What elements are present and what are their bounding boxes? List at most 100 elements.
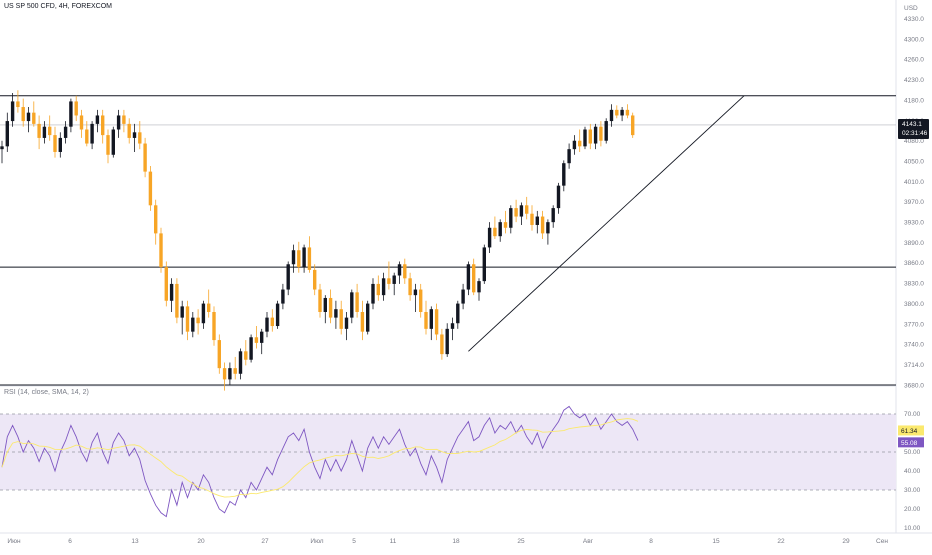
- candle-body: [0, 146, 4, 150]
- candle-body: [440, 334, 444, 355]
- candle-body: [525, 205, 529, 214]
- candle-body: [355, 292, 359, 312]
- candle-body: [556, 185, 561, 209]
- candle-body: [175, 283, 179, 318]
- candle-body: [466, 264, 471, 290]
- rsi-ma-value-tag: [898, 437, 924, 448]
- rsi-axis-tick: 70.00: [904, 411, 921, 418]
- time-axis-tick: Июн: [7, 538, 21, 545]
- candle-body: [101, 115, 105, 136]
- candle-body: [116, 115, 121, 130]
- candle-body: [615, 109, 619, 116]
- candle-body: [461, 289, 465, 304]
- candle-body: [233, 368, 237, 374]
- candle-body: [159, 233, 163, 268]
- rsi-line: [1, 405, 639, 518]
- candle-body: [609, 109, 614, 122]
- time-axis-tick: 6: [68, 538, 72, 545]
- candle-body: [323, 297, 327, 312]
- time-axis-tick: 15: [712, 538, 720, 545]
- candle-body: [138, 132, 142, 144]
- time-axis-tick: 20: [197, 538, 205, 545]
- candle-body: [328, 297, 333, 318]
- candle-body: [583, 129, 587, 147]
- candle-body: [143, 143, 147, 172]
- candle-body: [509, 208, 513, 228]
- time-axis-tick: 13: [131, 538, 139, 545]
- candle-body: [408, 278, 412, 296]
- candle-body: [413, 289, 418, 296]
- price-axis-tick: 4180.0: [904, 97, 924, 104]
- candle-body: [63, 126, 68, 138]
- candle-body: [148, 171, 153, 206]
- candle-body: [381, 278, 386, 296]
- candle-body: [297, 250, 301, 268]
- time-axis-tick: 22: [777, 538, 785, 545]
- candle-body: [472, 264, 476, 293]
- candle-body: [254, 337, 259, 343]
- candle-body: [572, 140, 577, 150]
- price-axis-tick: 4050.0: [904, 158, 924, 165]
- candle-body: [535, 216, 539, 225]
- time-axis-tick: 8: [649, 538, 653, 545]
- price-axis-tick: 3680.0: [904, 382, 924, 389]
- candle-body: [350, 292, 354, 318]
- candle-body: [503, 222, 508, 228]
- rsi-indicator-label[interactable]: RSI (14, close, SMA, 14, 2): [4, 389, 89, 396]
- rsi-ma-value-text: 55.08: [901, 440, 918, 447]
- candle-body: [392, 275, 396, 284]
- candle-body: [58, 137, 62, 152]
- candle-body: [397, 264, 402, 276]
- candle-body: [424, 312, 428, 329]
- candle-body: [32, 112, 36, 124]
- trendline[interactable]: [468, 95, 745, 352]
- candle-body: [169, 283, 174, 301]
- price-axis-tick: 4010.0: [904, 179, 924, 186]
- candle-body: [154, 205, 158, 234]
- candle-body: [302, 247, 306, 268]
- candle-body: [53, 135, 57, 152]
- rsi-axis-tick: 40.00: [904, 468, 921, 475]
- candle-body: [291, 250, 296, 265]
- candle-body: [222, 368, 227, 380]
- candle-body: [95, 115, 100, 124]
- candle-body: [514, 208, 518, 217]
- candle-body: [339, 309, 343, 329]
- candle-body: [196, 317, 200, 324]
- price-axis-tick: 4330.0: [904, 16, 924, 23]
- price-axis-tick: 3930.0: [904, 220, 924, 227]
- price-axis-tick: 4260.0: [904, 57, 924, 64]
- rsi-axis-tick: 30.00: [904, 487, 921, 494]
- candle-body: [26, 112, 31, 122]
- candle-body: [5, 121, 9, 147]
- candle-body: [419, 289, 423, 312]
- candle-body: [593, 126, 598, 144]
- candle-body: [201, 303, 206, 324]
- candle-body: [260, 331, 264, 343]
- price-axis-tick: 3860.0: [904, 260, 924, 267]
- time-axis-tick: 29: [842, 538, 850, 545]
- candle-body: [477, 281, 481, 293]
- candle-body: [625, 109, 630, 116]
- candle-body: [445, 328, 449, 355]
- candle-body: [48, 126, 52, 136]
- candle-body: [244, 351, 248, 360]
- candle-body: [164, 267, 168, 301]
- candle-body: [493, 227, 497, 237]
- candle-body: [450, 323, 455, 329]
- price-axis-tick: 3970.0: [904, 199, 924, 206]
- candle-body: [207, 303, 211, 312]
- candle-body: [599, 126, 603, 141]
- candle-body: [238, 351, 243, 374]
- candle-body: [588, 129, 592, 144]
- candle-body: [275, 303, 280, 327]
- candle-body: [265, 317, 269, 332]
- last-price-tag: [898, 118, 929, 139]
- time-axis-tick: 25: [517, 538, 525, 545]
- candle-body: [85, 129, 89, 144]
- chart-title: US SP 500 CFD, 4H, FOREXCOM: [4, 3, 113, 10]
- price-axis-tick: 3740.0: [904, 342, 924, 349]
- price-axis-tick: 3890.0: [904, 240, 924, 247]
